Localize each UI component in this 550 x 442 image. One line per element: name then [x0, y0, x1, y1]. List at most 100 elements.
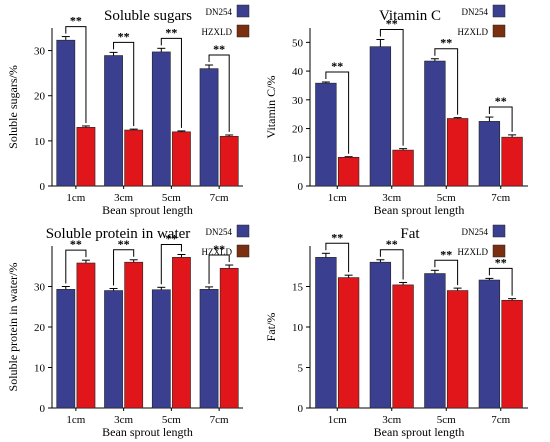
significance-bracket [208, 54, 230, 132]
significance-label: ** [70, 237, 82, 251]
x-tick-label: 7cm [491, 192, 510, 204]
y-tick-label: 10 [34, 363, 46, 375]
bar-dn254 [315, 82, 337, 187]
x-axis-label: Bean sprout length [102, 203, 193, 217]
bar-dn254 [478, 121, 501, 187]
significance-bracket [379, 249, 404, 280]
x-tick-label: 1cm [328, 414, 347, 426]
legend-swatch-dn254 [236, 224, 250, 238]
y-tick-label: 30 [292, 95, 304, 107]
bar-hzxld [172, 257, 191, 409]
significance-label: ** [165, 232, 177, 246]
bar-dn254 [369, 261, 392, 409]
significance-bracket [160, 244, 182, 285]
x-tick-label: 5cm [162, 414, 181, 426]
chart-panel-2: Vitamin C 0 10 20 30 40 50 Vitamin C/% Bean spro… [264, 4, 528, 217]
x-tick-label: 5cm [437, 192, 456, 204]
bar-dn254 [104, 290, 123, 409]
bar-dn254 [151, 51, 171, 187]
significance-label: ** [213, 242, 225, 256]
legend-label: DN254 [462, 7, 489, 17]
y-axis-label: Soluble sugars/% [6, 65, 20, 149]
y-axis-label: Fat/% [264, 313, 278, 342]
significance-label: ** [118, 237, 130, 251]
legend-label: HZXLD [458, 247, 489, 257]
y-axis-label: Vitamin C/% [264, 76, 278, 139]
x-tick-label: 3cm [114, 192, 133, 204]
legend-swatch-hzxld [492, 244, 506, 258]
significance-label: ** [331, 230, 343, 244]
y-tick-label: 0 [298, 181, 304, 193]
significance-bracket [208, 254, 230, 284]
bar-hzxld [172, 131, 191, 187]
bar-hzxld [219, 267, 239, 409]
y-tick-label: 10 [292, 322, 304, 334]
bar-hzxld [124, 129, 144, 187]
significance-label: ** [386, 237, 398, 251]
significance-label: ** [495, 255, 507, 269]
x-axis-label: Bean sprout length [102, 425, 193, 439]
chart-title: Vitamin C [379, 8, 441, 24]
chart-title: Fat [400, 226, 420, 242]
x-tick-label: 1cm [328, 192, 347, 204]
y-tick-label: 20 [34, 322, 46, 334]
bar-hzxld [337, 156, 360, 187]
bar-dn254 [478, 279, 501, 409]
significance-bracket [325, 71, 350, 154]
y-tick-label: 10 [34, 136, 46, 148]
significance-bracket [65, 26, 87, 123]
significance-bracket [65, 249, 87, 284]
significance-bracket [325, 242, 350, 273]
significance-label: ** [331, 59, 343, 73]
y-tick-label: 20 [34, 91, 46, 103]
legend-swatch-dn254 [492, 224, 506, 238]
significance-label: ** [165, 25, 177, 39]
y-tick-label: 0 [40, 403, 46, 415]
significance-label: ** [440, 247, 452, 261]
x-axis-label: Bean sprout length [374, 203, 465, 217]
legend-swatch-dn254 [492, 4, 506, 18]
legend-swatch-hzxld [492, 24, 506, 38]
chart-title: Soluble protein in water [46, 226, 191, 242]
significance-bracket [160, 37, 182, 128]
significance-label: ** [213, 42, 225, 56]
chart-panel-3: Soluble protein in water 0 10 20 30 Soluble p… [6, 224, 250, 439]
x-tick-label: 7cm [210, 192, 229, 204]
y-axis-label: Soluble protein in water/% [6, 263, 20, 392]
legend-swatch-dn254 [236, 4, 250, 18]
x-tick-label: 5cm [437, 414, 456, 426]
bar-dn254 [104, 55, 123, 187]
legend-label: HZXLD [202, 27, 233, 37]
x-tick-label: 3cm [382, 192, 401, 204]
legend-label: DN254 [206, 227, 233, 237]
chart-panel-1: Soluble sugars 0 10 20 30 Soluble sugars/% Bea… [6, 4, 250, 217]
y-tick-label: 40 [292, 66, 304, 78]
legend-label: HZXLD [202, 247, 233, 257]
bar-hzxld [501, 136, 523, 187]
bar-hzxld [219, 136, 239, 187]
y-tick-label: 15 [292, 282, 304, 294]
x-tick-label: 1cm [66, 414, 85, 426]
bar-dn254 [424, 60, 446, 187]
y-tick-label: 20 [292, 124, 304, 136]
bar-dn254 [151, 289, 171, 409]
significance-label: ** [118, 29, 130, 43]
x-axis-label: Bean sprout length [374, 425, 465, 439]
bar-hzxld [501, 299, 523, 409]
significance-bracket [488, 106, 513, 132]
bar-hzxld [392, 284, 414, 409]
bar-hzxld [76, 262, 96, 409]
y-tick-label: 30 [34, 46, 46, 58]
significance-bracket [113, 41, 135, 127]
y-tick-label: 0 [298, 403, 304, 415]
significance-label: ** [495, 94, 507, 108]
legend-label: HZXLD [458, 27, 489, 37]
y-tick-label: 0 [40, 181, 46, 193]
y-tick-label: 30 [34, 282, 46, 294]
significance-label: ** [386, 16, 398, 30]
significance-bracket [379, 28, 404, 146]
chart-panel-4: Fat 0 5 10 15 Fat/% Bean sprout length 1cm ** 3cm… [264, 224, 528, 439]
y-tick-label: 50 [292, 37, 304, 49]
y-tick-label: 10 [292, 152, 304, 164]
chart-title: Soluble sugars [104, 8, 192, 24]
